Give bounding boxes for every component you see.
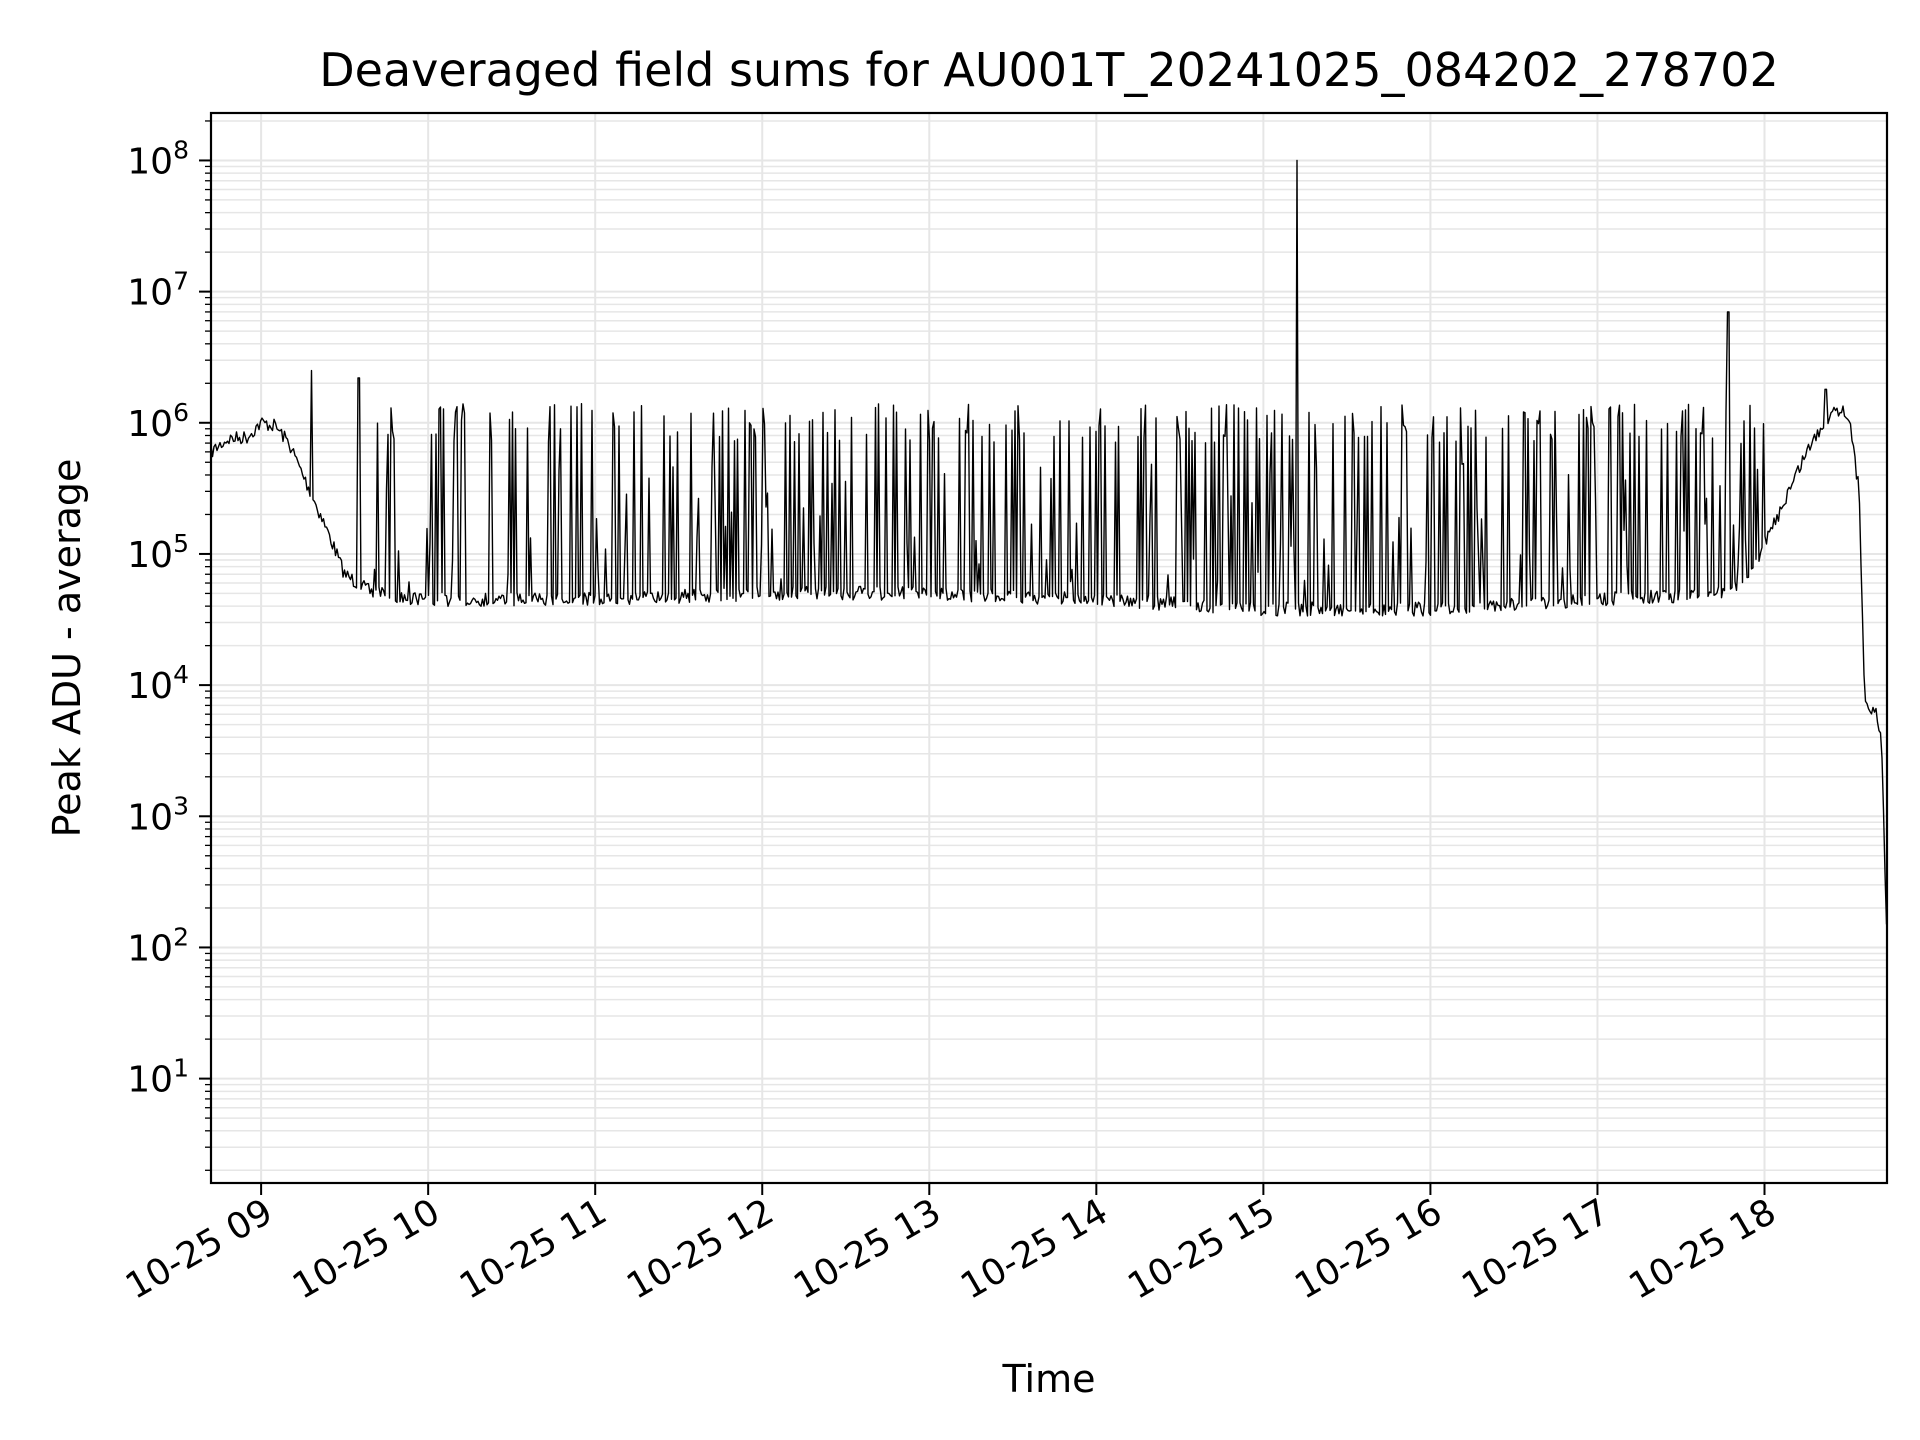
y-tick-label: 102: [127, 922, 189, 969]
y-axis-label: Peak ADU - average: [45, 459, 89, 838]
x-axis-label: Time: [1002, 1357, 1096, 1401]
y-axis: 101 102 103 104 105 106 107 108: [127, 120, 211, 1171]
series-path: [210, 159, 1888, 925]
x-tick-label: 10-25 17: [1455, 1191, 1616, 1307]
x-tick-label: 10-25 15: [1121, 1191, 1282, 1307]
x-tick-label: 10-25 11: [453, 1191, 614, 1307]
x-tick-label: 10-25 12: [620, 1191, 781, 1307]
x-axis: 10-25 09 10-25 10 10-25 11 10-25 12 10-25 13…: [119, 1183, 1783, 1308]
chart-title: Deaveraged field sums for AU001T_2024102…: [319, 43, 1779, 97]
y-tick-label: 107: [127, 267, 189, 314]
grid-lines: [211, 113, 1887, 1183]
x-tick-label: 10-25 09: [119, 1191, 280, 1307]
x-tick-label: 10-25 16: [1288, 1191, 1449, 1307]
series-line: [210, 159, 1888, 925]
x-tick-label: 10-25 14: [954, 1191, 1115, 1307]
y-tick-label: 105: [127, 529, 189, 576]
x-tick-label: 10-25 10: [286, 1191, 447, 1307]
plot-frame: [209, 111, 1889, 1185]
y-tick-label: 104: [127, 660, 189, 707]
y-tick-label: 108: [127, 135, 189, 182]
y-tick-label: 101: [127, 1054, 189, 1101]
x-tick-label: 10-25 18: [1622, 1191, 1783, 1307]
y-tick-label: 106: [127, 398, 189, 445]
x-tick-label: 10-25 13: [787, 1191, 948, 1307]
y-tick-label: 103: [127, 791, 189, 838]
